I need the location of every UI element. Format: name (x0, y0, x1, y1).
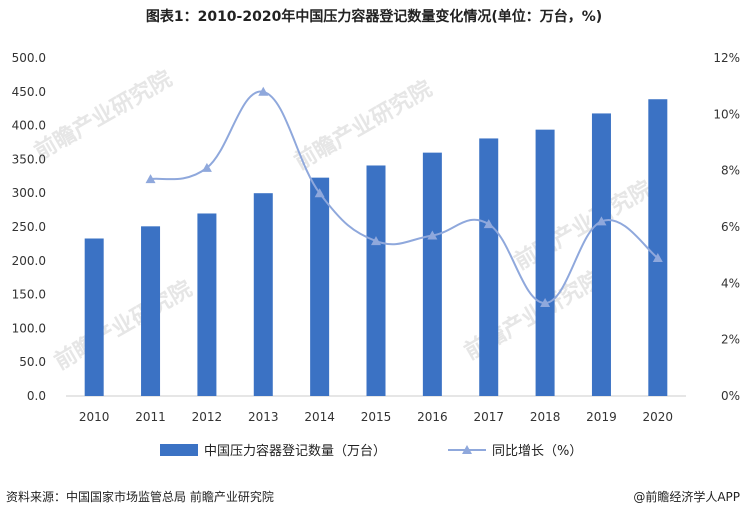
watermark-text: 前瞻产业研究院 (510, 176, 656, 276)
legend: 中国压力容器登记数量（万台） 同比增长（%） (160, 443, 582, 459)
bar (648, 99, 668, 397)
source-note: 资料来源：中国国家市场监管总局 前瞻产业研究院 (6, 490, 274, 504)
x-tick-label: 2013 (248, 410, 279, 424)
chart-title: 图表1：2010-2020年中国压力容器登记数量变化情况(单位：万台，%) (145, 9, 603, 25)
x-tick-label: 2018 (530, 410, 561, 424)
growth-marker (540, 298, 551, 308)
x-tick-label: 2016 (417, 410, 448, 424)
x-tick-label: 2010 (79, 410, 110, 424)
bar (535, 129, 555, 396)
watermark-text: 前瞻产业研究院 (50, 276, 196, 376)
right-axis-ticks: 0% 2% 4% 6% 8% 10% 12% (713, 51, 740, 403)
growth-marker (483, 219, 494, 229)
x-tick-label: 2011 (135, 410, 166, 424)
legend-bar-swatch (160, 444, 198, 456)
right-tick-label: 4% (721, 276, 740, 290)
left-tick-label: 500.0 (12, 51, 46, 65)
legend-line-marker (462, 445, 472, 454)
left-tick-label: 0.0 (27, 389, 46, 403)
bar (141, 226, 161, 396)
bar (479, 138, 499, 396)
growth-marker (596, 216, 607, 226)
left-tick-label: 400.0 (12, 119, 46, 133)
left-tick-label: 300.0 (12, 186, 46, 200)
right-tick-label: 0% (721, 389, 740, 403)
growth-marker (201, 162, 212, 172)
right-tick-label: 8% (721, 164, 740, 178)
bar (197, 213, 217, 396)
growth-line (150, 90, 659, 305)
watermark-text: 前瞻产业研究院 (290, 76, 436, 176)
growth-marker (652, 252, 663, 262)
credit-note: @前瞻经济学人APP (633, 490, 740, 504)
left-tick-label: 200.0 (12, 254, 46, 268)
growth-marker (314, 188, 325, 198)
legend-bar-label: 中国压力容器登记数量（万台） (204, 443, 386, 459)
bar (310, 177, 330, 396)
left-tick-label: 150.0 (12, 288, 46, 302)
growth-marker (371, 236, 381, 246)
bar (366, 165, 386, 396)
x-tick-label: 2019 (586, 410, 617, 424)
growth-marker (427, 230, 438, 240)
x-tick-label: 2015 (361, 410, 392, 424)
left-tick-label: 250.0 (12, 220, 46, 234)
bar (591, 113, 611, 396)
right-tick-label: 12% (713, 51, 740, 65)
legend-line-label: 同比增长（%） (492, 444, 582, 459)
left-tick-label: 100.0 (12, 321, 46, 335)
right-tick-label: 10% (713, 107, 740, 121)
x-tick-label: 2017 (473, 410, 504, 424)
x-axis-ticks: 2010 2011 2012 2013 2014 2015 2016 2017 2018 2019… (79, 410, 673, 424)
x-tick-label: 2020 (643, 410, 674, 424)
bar (422, 152, 442, 396)
right-tick-label: 6% (721, 220, 740, 234)
left-axis-ticks: 0.0 50.0 100.0 150.0 200.0 250.0 300.0 350.0 400… (12, 51, 46, 403)
line-series (145, 86, 663, 308)
left-tick-label: 50.0 (19, 355, 46, 369)
bar (84, 238, 104, 396)
growth-marker (258, 86, 269, 96)
x-tick-label: 2014 (304, 410, 335, 424)
left-tick-label: 450.0 (12, 85, 46, 99)
watermark-text: 前瞻产业研究院 (30, 66, 176, 166)
right-tick-label: 2% (721, 333, 740, 347)
left-tick-label: 350.0 (12, 152, 46, 166)
x-tick-label: 2012 (192, 410, 223, 424)
growth-marker (145, 174, 156, 184)
bar (253, 193, 273, 396)
bar-series (84, 99, 668, 397)
